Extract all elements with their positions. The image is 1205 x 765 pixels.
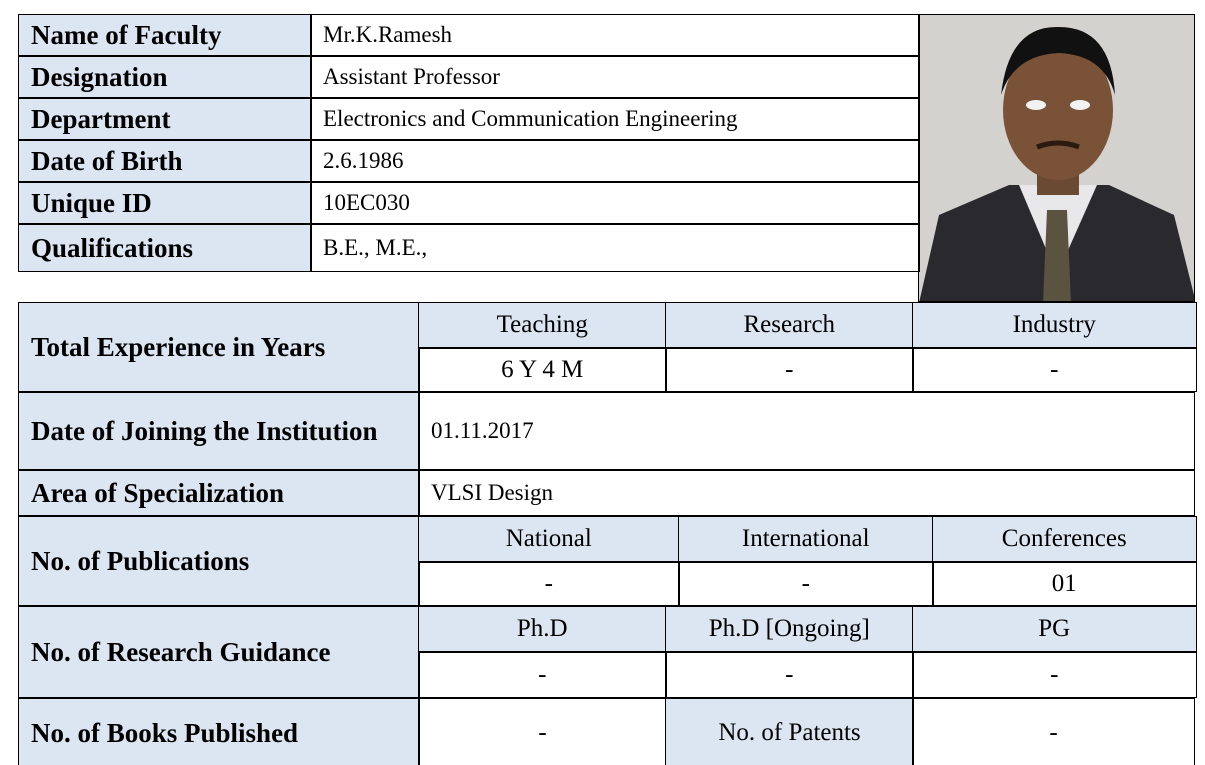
sub-value: 6 Y 4 M	[418, 348, 667, 392]
sub-value: -	[678, 562, 934, 606]
sub-value: -	[418, 562, 680, 606]
field-label: Qualifications	[18, 224, 312, 272]
section-value: VLSI Design	[418, 470, 1195, 516]
sub-header: Ph.D [Ongoing]	[665, 606, 914, 652]
sub-header: International	[678, 516, 934, 562]
sub-header: Teaching	[418, 302, 667, 348]
sub-value: -	[912, 652, 1197, 698]
books-value: -	[418, 698, 667, 765]
section-label: No. of Publications	[18, 516, 420, 606]
patents-label: No. of Patents	[665, 698, 914, 765]
sub-header: Conferences	[932, 516, 1197, 562]
field-label: Designation	[18, 56, 312, 98]
field-label: Unique ID	[18, 182, 312, 224]
field-value: 10EC030	[310, 182, 920, 224]
field-value: Electronics and Communication Engineerin…	[310, 98, 920, 140]
sub-value: -	[912, 348, 1197, 392]
sub-header: National	[418, 516, 680, 562]
section-label: No. of Books Published	[18, 698, 420, 765]
sub-header: Industry	[912, 302, 1197, 348]
field-label: Name of Faculty	[18, 14, 312, 56]
section-label: Area of Specialization	[18, 470, 420, 516]
field-value: B.E., M.E.,	[310, 224, 920, 272]
sub-value: -	[665, 652, 914, 698]
sub-header: PG	[912, 606, 1197, 652]
sub-value: -	[418, 652, 667, 698]
photo-drawing	[919, 15, 1194, 301]
sub-value: 01	[932, 562, 1197, 606]
field-label: Date of Birth	[18, 140, 312, 182]
faculty-photo	[918, 14, 1195, 302]
field-value: 2.6.1986	[310, 140, 920, 182]
patents-value: -	[912, 698, 1195, 765]
sub-header: Research	[665, 302, 914, 348]
sub-header: Ph.D	[418, 606, 667, 652]
sub-value: -	[665, 348, 914, 392]
field-label: Department	[18, 98, 312, 140]
field-value: Mr.K.Ramesh	[310, 14, 920, 56]
section-label: Total Experience in Years	[18, 302, 420, 392]
section-label: Date of Joining the Institution	[18, 392, 420, 470]
field-value: Assistant Professor	[310, 56, 920, 98]
section-label: No. of Research Guidance	[18, 606, 420, 698]
section-value: 01.11.2017	[418, 392, 1195, 470]
